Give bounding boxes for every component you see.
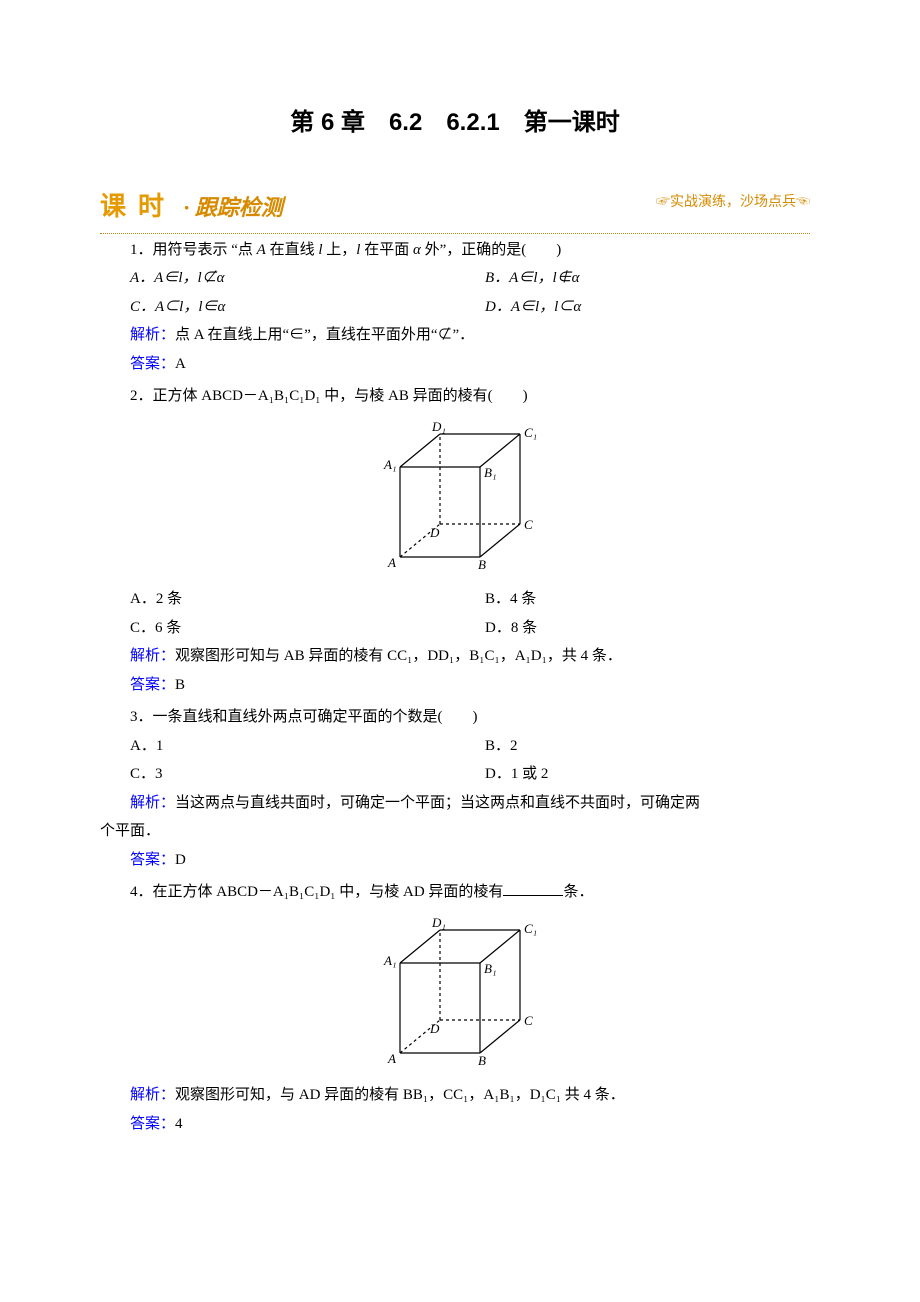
banner-label: 课时 <box>100 192 176 221</box>
answer-label: 答案： <box>130 852 175 868</box>
q1-answer-text: A <box>175 356 186 372</box>
banner-right-prefix: ☞ <box>656 195 670 210</box>
q1-option-d: D．A∈l，l⊂α <box>455 293 810 322</box>
q2-cube-figure: A B C D A₁ B₁ C₁ D₁ <box>100 419 810 580</box>
svg-text:A₁: A₁ <box>383 457 396 472</box>
q1-stem-m3: 在平面 <box>360 242 413 258</box>
q1-stem-m2: 上， <box>323 242 357 258</box>
q1-analysis-text: 点 A 在直线上用“∈”，直线在平面外用“⊄”． <box>175 327 474 343</box>
q3-option-a: A．1 <box>100 732 455 761</box>
question-1: 1．用符号表示 “点 A 在直线 l 上，l 在平面 α 外”，正确的是( ) … <box>100 236 810 379</box>
q4-answer: 答案：4 <box>100 1110 810 1139</box>
page-title: 第 6 章 6.2 6.2.1 第一课时 <box>100 100 810 146</box>
svg-text:C₁: C₁ <box>524 425 537 440</box>
q2-analysis-text: 观察图形可知与 AB 异面的棱有 CC₁，DD₁，B₁C₁，A₁D₁，共 4 条… <box>175 648 622 664</box>
analysis-label: 解析： <box>130 327 175 343</box>
banner-right-text: 实战演练，沙场点兵 <box>670 195 796 210</box>
q2-options-row1: A．2 条 B．4 条 <box>100 585 810 614</box>
q2-stem-text: 2．正方体 ABCD－A₁B₁C₁D₁ 中，与棱 AB 异面的棱有( ) <box>130 388 528 404</box>
svg-text:A: A <box>387 1051 396 1065</box>
q3-options-row2: C．3 D．1 或 2 <box>100 760 810 789</box>
q3-option-c: C．3 <box>100 760 455 789</box>
q4-blank <box>503 895 563 896</box>
q2-option-c: C．6 条 <box>100 614 455 643</box>
q1-var-A: A <box>257 242 266 258</box>
svg-text:B: B <box>478 557 486 569</box>
svg-text:D₁: D₁ <box>431 915 446 930</box>
svg-text:C₁: C₁ <box>524 921 537 936</box>
question-3: 3．一条直线和直线外两点可确定平面的个数是( ) A．1 B．2 C．3 D．1… <box>100 703 810 874</box>
svg-text:D: D <box>429 1021 440 1036</box>
question-2: 2．正方体 ABCD－A₁B₁C₁D₁ 中，与棱 AB 异面的棱有( ) A B C… <box>100 382 810 699</box>
q3-analysis-text: 当这两点与直线共面时，可确定一个平面；当这两点和直线不共面时，可确定两 <box>175 795 700 811</box>
q1-stem: 1．用符号表示 “点 A 在直线 l 上，l 在平面 α 外”，正确的是( ) <box>100 236 810 265</box>
q2-option-a: A．2 条 <box>100 585 455 614</box>
q4-cube-figure: A B C D A₁ B₁ C₁ D₁ <box>100 915 810 1076</box>
q1-option-c: C．A⊂l，l∈α <box>100 293 455 322</box>
q1-options-row2: C．A⊂l，l∈α D．A∈l，l⊂α <box>100 293 810 322</box>
q3-answer: 答案：D <box>100 846 810 875</box>
answer-label: 答案： <box>130 356 175 372</box>
q2-answer: 答案：B <box>100 671 810 700</box>
banner-sub: · 跟踪检测 <box>184 195 283 220</box>
svg-text:A₁: A₁ <box>383 953 396 968</box>
q3-answer-text: D <box>175 852 186 868</box>
q1-stem-post: 外”，正确的是( ) <box>421 242 561 258</box>
q1-stem-m1: 在直线 <box>266 242 319 258</box>
q3-stem-text: 3．一条直线和直线外两点可确定平面的个数是( ) <box>130 709 478 725</box>
q1-option-a: A．A∈l，l⊄α <box>100 264 455 293</box>
svg-text:D₁: D₁ <box>431 419 446 434</box>
svg-text:B₁: B₁ <box>484 465 496 480</box>
svg-text:D: D <box>429 525 440 540</box>
q1-analysis: 解析：点 A 在直线上用“∈”，直线在平面外用“⊄”． <box>100 321 810 350</box>
q2-options-row2: C．6 条 D．8 条 <box>100 614 810 643</box>
question-4: 4．在正方体 ABCD－A₁B₁C₁D₁ 中，与棱 AD 异面的棱有 条． A B C… <box>100 878 810 1138</box>
q2-analysis: 解析：观察图形可知与 AB 异面的棱有 CC₁，DD₁，B₁C₁，A₁D₁，共 … <box>100 642 810 671</box>
q4-analysis-text: 观察图形可知，与 AD 异面的棱有 BB₁，CC₁，A₁B₁，D₁C₁ 共 4 … <box>175 1087 625 1103</box>
answer-label: 答案： <box>130 677 175 693</box>
q3-analysis-cont: 个平面． <box>100 817 810 846</box>
analysis-label: 解析： <box>130 795 175 811</box>
analysis-label: 解析： <box>130 1087 175 1103</box>
svg-text:C: C <box>524 1013 533 1028</box>
q1-options-row1: A．A∈l，l⊄α B．A∈l，l∉α <box>100 264 810 293</box>
cube-svg-1: A B C D A₁ B₁ C₁ D₁ <box>370 419 540 569</box>
q1-option-b: B．A∈l，l∉α <box>455 264 810 293</box>
svg-text:B₁: B₁ <box>484 961 496 976</box>
q2-option-d: D．8 条 <box>455 614 810 643</box>
q4-stem-post: 条． <box>563 884 593 900</box>
q1-var-alpha: α <box>413 242 421 258</box>
q3-options-row1: A．1 B．2 <box>100 732 810 761</box>
q3-analysis: 解析：当这两点与直线共面时，可确定一个平面；当这两点和直线不共面时，可确定两 <box>100 789 810 818</box>
cube-svg-2: A B C D A₁ B₁ C₁ D₁ <box>370 915 540 1065</box>
svg-text:B: B <box>478 1053 486 1065</box>
q1-answer: 答案：A <box>100 350 810 379</box>
q3-stem: 3．一条直线和直线外两点可确定平面的个数是( ) <box>100 703 810 732</box>
q4-analysis: 解析：观察图形可知，与 AD 异面的棱有 BB₁，CC₁，A₁B₁，D₁C₁ 共… <box>100 1081 810 1110</box>
svg-text:A: A <box>387 555 396 569</box>
q3-option-d: D．1 或 2 <box>455 760 810 789</box>
q2-option-b: B．4 条 <box>455 585 810 614</box>
q2-stem: 2．正方体 ABCD－A₁B₁C₁D₁ 中，与棱 AB 异面的棱有( ) <box>100 382 810 411</box>
section-banner: 课时 · 跟踪检测 ☞实战演练，沙场点兵☜ <box>100 182 810 218</box>
q3-option-b: B．2 <box>455 732 810 761</box>
q2-answer-text: B <box>175 677 185 693</box>
banner-right: ☞实战演练，沙场点兵☜ <box>656 190 810 217</box>
banner-right-suffix: ☜ <box>796 195 810 210</box>
q4-stem: 4．在正方体 ABCD－A₁B₁C₁D₁ 中，与棱 AD 异面的棱有 条． <box>100 878 810 907</box>
banner-divider <box>100 233 810 234</box>
q4-answer-text: 4 <box>175 1116 183 1132</box>
analysis-label: 解析： <box>130 648 175 664</box>
svg-text:C: C <box>524 517 533 532</box>
q1-stem-pre: 1．用符号表示 “点 <box>130 242 257 258</box>
answer-label: 答案： <box>130 1116 175 1132</box>
q4-stem-pre: 4．在正方体 ABCD－A₁B₁C₁D₁ 中，与棱 AD 异面的棱有 <box>130 884 503 900</box>
